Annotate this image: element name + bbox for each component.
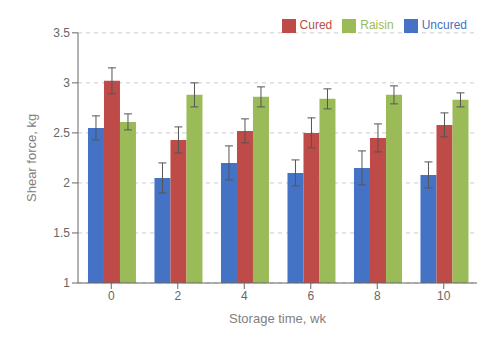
html-text:Raisin: Raisin — [360, 18, 394, 32]
svg-text:2: 2 — [174, 289, 181, 303]
svg-text:0: 0 — [108, 289, 115, 303]
svg-text:Shear force, kg: Shear force, kg — [24, 114, 39, 202]
html-text:Cured: Cured — [299, 18, 333, 32]
svg-text:10: 10 — [437, 289, 451, 303]
svg-text:6: 6 — [307, 289, 314, 303]
svg-text:3: 3 — [63, 76, 70, 90]
svg-text:4: 4 — [241, 289, 248, 303]
svg-text:1.5: 1.5 — [53, 226, 70, 240]
html-text:Uncured: Uncured — [421, 18, 467, 32]
svg-text:1: 1 — [63, 276, 70, 290]
svg-text:8: 8 — [374, 289, 381, 303]
svg-text:2.5: 2.5 — [53, 126, 70, 140]
svg-text:2: 2 — [63, 176, 70, 190]
svg-text:3.5: 3.5 — [53, 26, 70, 40]
svg-text:Storage time, wk: Storage time, wk — [229, 311, 326, 326]
